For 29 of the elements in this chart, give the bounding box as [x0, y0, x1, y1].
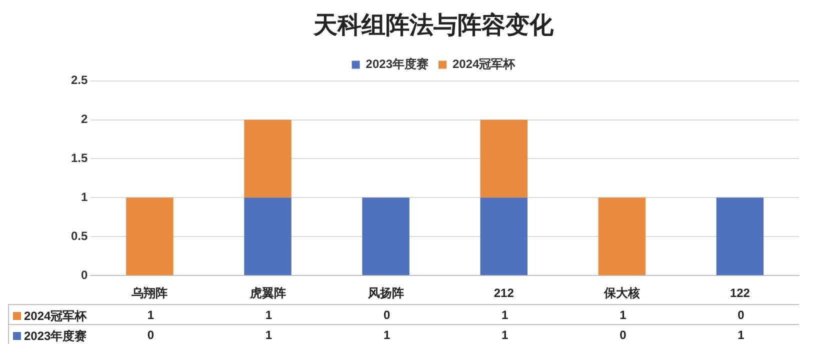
y-tick-label: 2.5 [70, 73, 88, 88]
data-label: 1 [736, 328, 746, 342]
chart-title: 天科组阵法与阵容变化 [312, 12, 554, 40]
y-tick-label: 1.5 [70, 151, 88, 166]
data-label: 1 [264, 328, 274, 342]
x-tick-label: 212 [494, 286, 514, 300]
x-tick-label: 虎翼阵 [248, 286, 286, 300]
data-label: 0 [736, 308, 746, 322]
data-label: 0 [146, 328, 156, 342]
x-tick-label: 122 [730, 286, 750, 300]
x-tick-label: 风扬阵 [366, 286, 404, 300]
data-label: 1 [146, 308, 156, 322]
data-label: 1 [382, 328, 392, 342]
data-label: 0 [382, 308, 392, 322]
y-tick-label: 1 [80, 190, 88, 204]
text: 2023年度赛 [24, 329, 87, 343]
data-label: 1 [618, 308, 628, 322]
y-tick-label: 2 [80, 112, 88, 126]
y-tick-label: 0 [80, 268, 88, 282]
data-label: 0 [618, 328, 628, 342]
legend-label: 2023年度赛 [366, 57, 429, 72]
data-label: 1 [500, 308, 510, 322]
data-label: 1 [264, 308, 274, 322]
x-tick-label: 乌翔阵 [130, 286, 168, 300]
legend-label: 2024冠军杯 [452, 57, 516, 72]
text: 2024冠军杯 [24, 309, 87, 323]
y-tick-label: 0.5 [70, 228, 88, 243]
data-label: 1 [500, 328, 510, 342]
x-tick-label: 保大核 [602, 286, 640, 300]
